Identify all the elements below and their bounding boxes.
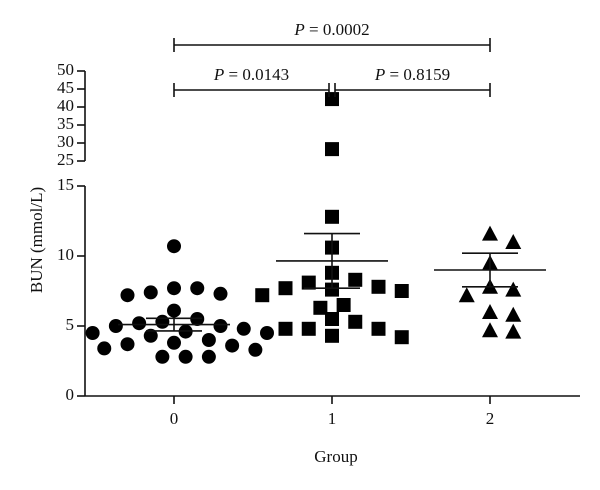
data-point: [505, 323, 522, 339]
data-point: [132, 316, 147, 331]
data-point: [394, 284, 409, 298]
data-point: [325, 142, 339, 157]
p-value: P = 0.0143: [213, 65, 289, 84]
y-tick-label: 30: [57, 132, 74, 151]
x-tick-label: 2: [486, 409, 495, 428]
y-tick-label: 40: [57, 96, 74, 115]
p-value: P = 0.8159: [374, 65, 450, 84]
data-point: [108, 319, 123, 333]
data-point: [336, 298, 351, 312]
y-tick-label: 5: [66, 315, 75, 334]
data-point: [325, 328, 339, 343]
y-tick-label: 45: [57, 78, 74, 97]
data-point: [278, 281, 293, 296]
data-point: [505, 281, 522, 297]
data-point: [301, 275, 316, 290]
data-point: [482, 225, 498, 241]
data-point: [120, 337, 135, 352]
data-point: [325, 312, 339, 326]
data-point: [201, 349, 216, 364]
data-point: [213, 286, 228, 301]
data-point: [167, 335, 181, 350]
data-point: [155, 349, 170, 364]
data-point: [255, 288, 270, 303]
y-tick-label: 35: [57, 114, 74, 133]
y-tick-label: 10: [57, 245, 74, 264]
y-tick-label: 0: [66, 385, 75, 404]
data-point: [325, 209, 339, 224]
data-point: [85, 326, 100, 340]
data-point: [325, 282, 339, 297]
y-tick-label: 15: [57, 175, 74, 194]
data-point: [325, 92, 339, 107]
p-value: P = 0.0002: [293, 20, 369, 39]
data-point: [248, 342, 263, 357]
data-point: [371, 279, 386, 294]
data-point: [143, 328, 158, 343]
data-point: [260, 326, 274, 340]
data-point: [371, 321, 386, 336]
data-point: [301, 321, 316, 336]
data-point: [482, 322, 498, 338]
data-point: [143, 285, 158, 300]
data-point: [482, 304, 498, 319]
data-point: [167, 281, 181, 296]
data-point: [236, 321, 251, 336]
x-axis-label: Group: [314, 447, 357, 466]
data-point: [167, 303, 181, 318]
y-tick-label: 50: [57, 60, 74, 79]
data-point: [278, 321, 293, 336]
y-axis-label: BUN (mmol/L): [27, 187, 46, 293]
data-point: [190, 281, 205, 296]
data-point: [201, 333, 216, 347]
x-tick-label: 1: [328, 409, 337, 428]
data-point: [178, 349, 193, 364]
data-point: [348, 314, 363, 329]
data-point: [225, 338, 240, 353]
data-point: [97, 341, 112, 356]
data-point: [505, 306, 522, 322]
data-point: [155, 314, 170, 329]
data-point: [120, 288, 135, 303]
data-point: [313, 300, 328, 315]
data-point: [213, 319, 228, 333]
x-tick-label: 0: [170, 409, 179, 428]
data-point: [348, 272, 363, 287]
data-point: [167, 239, 181, 254]
data-point: [505, 234, 522, 249]
y-tick-label: 25: [57, 150, 74, 169]
data-point: [458, 287, 475, 303]
data-point: [394, 330, 409, 345]
